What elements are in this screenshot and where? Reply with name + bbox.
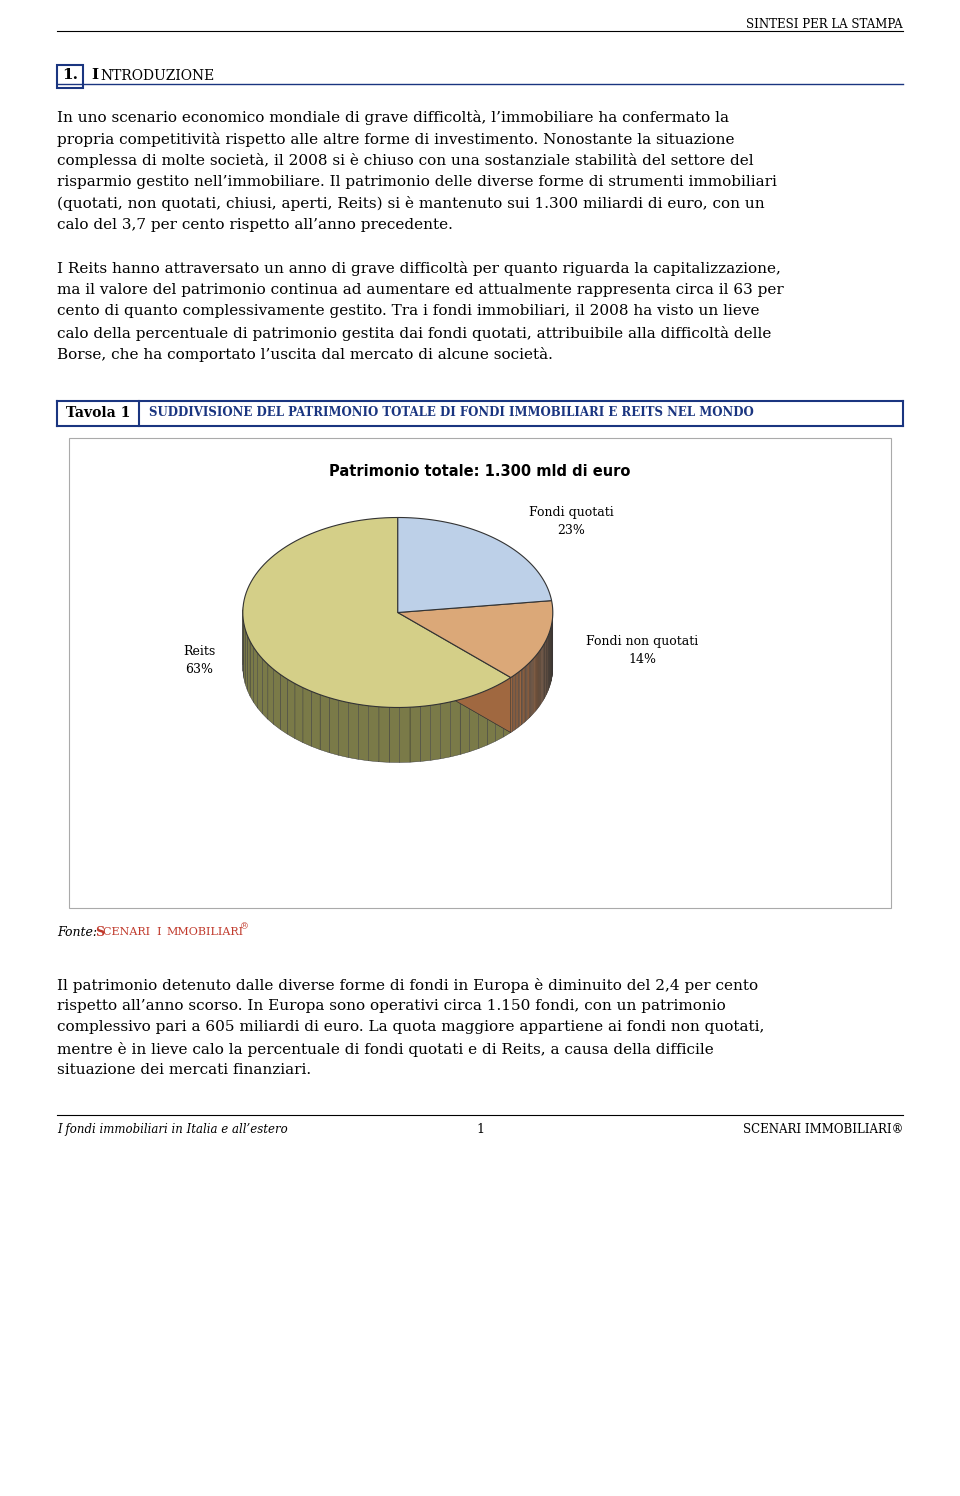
Text: ®: ® [240,923,249,932]
Polygon shape [257,654,262,714]
Polygon shape [460,697,469,754]
Polygon shape [522,667,524,724]
Text: CENARI  I: CENARI I [103,926,161,936]
Polygon shape [251,642,253,702]
Text: (quotati, non quotati, chiusi, aperti, Reits) si è mantenuto sui 1.300 miliardi : (quotati, non quotati, chiusi, aperti, R… [57,196,764,211]
Text: SINTESI PER LA STAMPA: SINTESI PER LA STAMPA [746,18,903,31]
Text: ma il valore del patrimonio continua ad aumentare ed attualmente rappresenta cir: ma il valore del patrimonio continua ad … [57,283,783,296]
Polygon shape [450,700,460,757]
Polygon shape [514,675,516,730]
Polygon shape [243,518,511,708]
Polygon shape [441,702,450,758]
FancyBboxPatch shape [69,437,891,908]
Polygon shape [532,660,533,715]
Polygon shape [495,682,503,741]
Polygon shape [521,669,522,726]
Text: rispetto all’anno scorso. In Europa sono operativi circa 1.150 fondi, con un pat: rispetto all’anno scorso. In Europa sono… [57,999,726,1013]
Polygon shape [369,706,379,761]
Polygon shape [397,518,552,612]
Polygon shape [295,684,302,742]
Polygon shape [420,705,431,761]
Polygon shape [287,679,295,739]
Text: MMOBILIARI: MMOBILIARI [166,926,243,936]
Polygon shape [528,663,529,720]
Polygon shape [534,657,535,714]
Text: mentre è in lieve calo la percentuale di fondi quotati e di Reits, a causa della: mentre è in lieve calo la percentuale di… [57,1043,713,1058]
Text: I Reits hanno attraversato un anno di grave difficoltà per quanto riguarda la ca: I Reits hanno attraversato un anno di gr… [57,260,780,275]
Polygon shape [516,672,518,729]
Polygon shape [525,666,527,721]
Polygon shape [280,675,287,735]
Text: cento di quanto complessivamente gestito. Tra i fondi immobiliari, il 2008 ha vi: cento di quanto complessivamente gestito… [57,304,759,319]
Polygon shape [535,655,536,712]
Polygon shape [389,708,399,763]
Polygon shape [533,658,534,714]
Text: In uno scenario economico mondiale di grave difficoltà, l’immobiliare ha conferm: In uno scenario economico mondiale di gr… [57,111,729,126]
Text: S: S [95,926,104,938]
Polygon shape [348,703,358,760]
Text: propria competitività rispetto alle altre forme di investimento. Nonostante la s: propria competitività rispetto alle altr… [57,132,734,147]
Text: Patrimonio totale: 1.300 mld di euro: Patrimonio totale: 1.300 mld di euro [329,464,631,479]
Polygon shape [320,694,329,752]
Text: calo del 3,7 per cento rispetto all’anno precedente.: calo del 3,7 per cento rispetto all’anno… [57,217,453,232]
Text: Tavola 1: Tavola 1 [66,405,131,419]
Polygon shape [244,622,245,684]
Polygon shape [397,612,511,733]
Polygon shape [339,700,348,757]
Text: SCENARI IMMOBILIARI®: SCENARI IMMOBILIARI® [743,1123,903,1135]
Polygon shape [397,612,511,733]
Text: NTRODUZIONE: NTRODUZIONE [100,69,214,82]
Text: complessivo pari a 605 miliardi di euro. La quota maggiore appartiene ai fondi n: complessivo pari a 605 miliardi di euro.… [57,1020,764,1035]
Polygon shape [399,708,410,763]
Polygon shape [479,690,488,748]
Polygon shape [253,648,257,708]
Polygon shape [527,664,528,721]
Text: situazione dei mercati finanziari.: situazione dei mercati finanziari. [57,1064,311,1077]
Polygon shape [511,676,513,733]
Polygon shape [513,675,514,732]
Polygon shape [536,654,537,711]
Text: I: I [91,67,98,82]
Polygon shape [529,661,530,718]
Polygon shape [524,667,525,723]
Polygon shape [262,658,268,720]
Polygon shape [329,697,339,755]
Text: complessa di molte società, il 2008 si è chiuso con una sostanziale stabilità de: complessa di molte società, il 2008 si è… [57,153,754,168]
Text: 1: 1 [476,1123,484,1135]
Polygon shape [537,654,538,709]
Text: Fondi quotati
23%: Fondi quotati 23% [529,506,613,537]
Text: calo della percentuale di patrimonio gestita dai fondi quotati, attribuibile all: calo della percentuale di patrimonio ges… [57,326,772,341]
Text: SUDDIVISIONE DEL PATRIMONIO TOTALE DI FONDI IMMOBILIARI E REITS NEL MONDO: SUDDIVISIONE DEL PATRIMONIO TOTALE DI FO… [149,405,754,419]
Text: 1.: 1. [62,67,78,82]
Polygon shape [311,691,320,749]
Polygon shape [268,664,274,724]
Polygon shape [518,672,519,727]
Polygon shape [379,706,389,763]
Polygon shape [530,661,532,717]
Polygon shape [248,636,251,696]
Polygon shape [503,678,511,738]
Text: Borse, che ha comportato l’uscita dal mercato di alcune società.: Borse, che ha comportato l’uscita dal me… [57,347,553,362]
Polygon shape [358,705,369,761]
Polygon shape [431,703,441,760]
Polygon shape [302,688,311,747]
Polygon shape [245,628,248,690]
Polygon shape [519,670,521,726]
Polygon shape [469,694,479,751]
Polygon shape [410,706,420,761]
Text: Reits
63%: Reits 63% [183,645,216,676]
Text: risparmio gestito nell’immobiliare. Il patrimonio delle diverse forme di strumen: risparmio gestito nell’immobiliare. Il p… [57,175,777,188]
Polygon shape [274,670,280,730]
Text: Fondi non quotati
14%: Fondi non quotati 14% [587,634,699,666]
Text: Fonte:: Fonte: [57,926,101,938]
Text: Il patrimonio detenuto dalle diverse forme di fondi in Europa è diminuito del 2,: Il patrimonio detenuto dalle diverse for… [57,977,758,992]
Polygon shape [488,687,495,745]
Polygon shape [538,652,539,708]
Polygon shape [397,600,553,678]
Text: I fondi immobiliari in Italia e all’estero: I fondi immobiliari in Italia e all’este… [57,1123,288,1135]
FancyBboxPatch shape [57,64,83,88]
